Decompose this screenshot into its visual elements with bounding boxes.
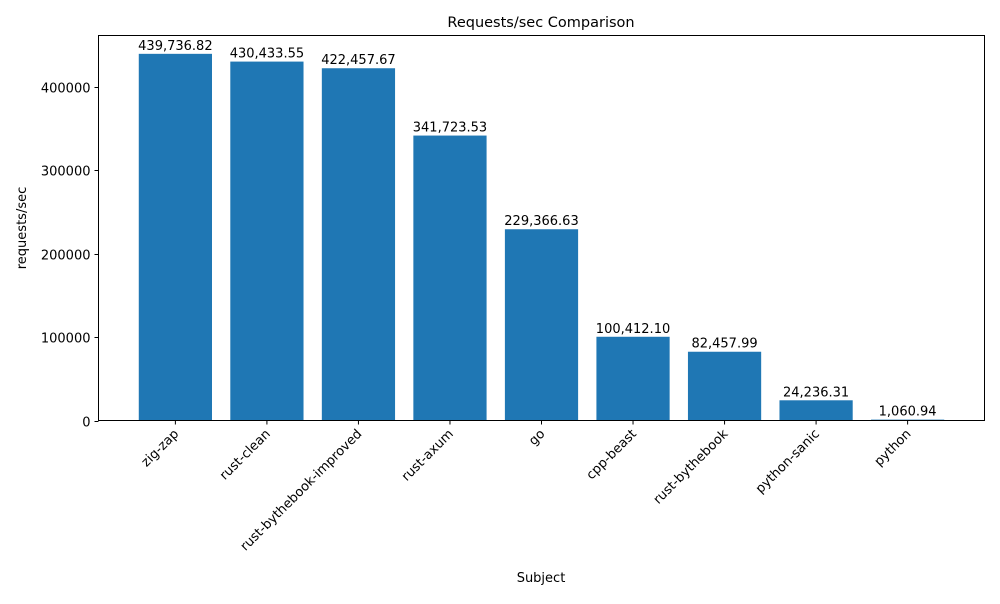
bar-rust-bythebook-improved xyxy=(321,68,396,421)
bar-zig-zap xyxy=(138,53,212,421)
x-tick-label: python-sanic xyxy=(753,427,823,497)
x-axis-label: Subject xyxy=(517,571,566,586)
data-label: 82,457.99 xyxy=(691,337,757,352)
data-label: 341,723.53 xyxy=(413,121,487,136)
x-tick-label: cpp-beast xyxy=(584,427,640,483)
chart-title: Requests/sec Comparison xyxy=(447,15,634,31)
bar-rust-axum xyxy=(413,135,487,421)
x-tick-label: rust-clean xyxy=(217,427,274,484)
data-label: 24,236.31 xyxy=(783,385,849,400)
data-label: 229,366.63 xyxy=(504,214,578,229)
data-label: 439,736.82 xyxy=(138,39,212,54)
y-tick-label: 200000 xyxy=(41,249,91,264)
data-label: 100,412.10 xyxy=(596,322,670,337)
y-axis-label: requests/sec xyxy=(15,187,30,270)
y-tick-label: 100000 xyxy=(41,332,91,347)
bar-rust-bythebook xyxy=(687,351,762,421)
y-tick-label: 400000 xyxy=(41,82,91,97)
data-label: 1,060.94 xyxy=(879,405,937,420)
y-tick-label: 0 xyxy=(82,416,90,431)
plot-frame xyxy=(98,35,985,421)
x-tick-label: rust-axum xyxy=(399,427,457,485)
x-tick-label: rust-bythebook xyxy=(651,426,732,507)
bar-rust-clean xyxy=(230,61,304,421)
x-tick-label: zig-zap xyxy=(139,427,182,470)
y-tick-label: 300000 xyxy=(41,165,91,180)
bar-python-sanic xyxy=(779,400,853,421)
data-label: 422,457.67 xyxy=(321,53,395,68)
bar-go xyxy=(504,229,579,421)
x-tick-label: python xyxy=(872,427,915,470)
x-tick-label: go xyxy=(526,427,548,449)
bar-cpp-beast xyxy=(596,336,670,421)
data-label: 430,433.55 xyxy=(230,47,304,62)
